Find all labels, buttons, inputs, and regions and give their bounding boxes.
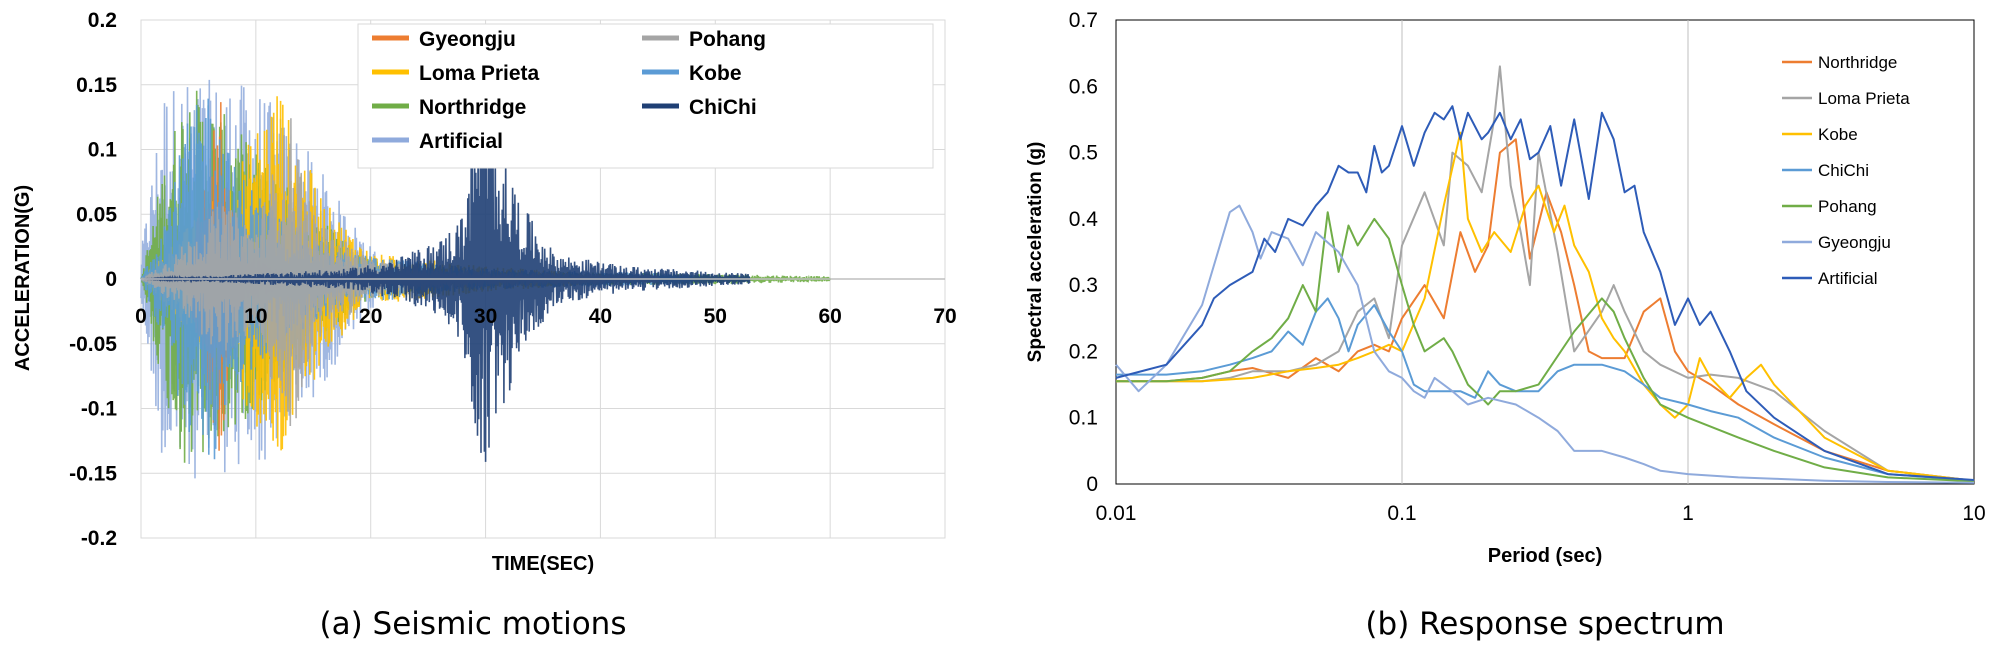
spectrum-line-loma-prieta — [1116, 65, 1975, 482]
legend-label-b-northridge: Northridge — [1818, 53, 1897, 72]
legend-label-pohang: Pohang — [689, 28, 766, 51]
legend-label-b-artificial: Artificial — [1818, 269, 1878, 288]
seismic-motions-chart: 0.2 0.15 0.1 0.05 0 -0.05 -0.1 -0.15 -0.2 0 10 20 3… — [12, 9, 957, 642]
y-tick-label-a: 0.15 — [76, 74, 117, 97]
x-tick-label-b: 10 — [1962, 502, 1985, 525]
y-tick-label-a: 0 — [105, 268, 117, 291]
y-tick-label-a: -0.1 — [81, 398, 118, 421]
y-axis-label-a: ACCELERATION(G) — [12, 185, 34, 371]
spectrum-line-pohang — [1116, 211, 1975, 483]
y-tick-label-b: 0.3 — [1069, 274, 1098, 297]
x-tick-label-b: 1 — [1682, 502, 1694, 525]
y-tick-label-b: 0.2 — [1069, 340, 1098, 363]
legend-label-chichi: ChiChi — [689, 96, 757, 119]
legend-label-b-gyeongju: Gyeongju — [1818, 233, 1891, 252]
y-tick-label-a: 0.05 — [76, 203, 117, 226]
spectrum-line-artificial — [1115, 105, 1975, 481]
legend-label-b-chichi: ChiChi — [1818, 161, 1869, 180]
y-tick-label-b: 0.1 — [1069, 407, 1098, 430]
x-tick-labels-b: 0.01 0.1 1 10 — [1096, 502, 1986, 525]
legend-label-b-loma-prieta: Loma Prieta — [1818, 89, 1910, 108]
legend-label-gyeongju: Gyeongju — [419, 28, 516, 51]
legend-label-artificial: Artificial — [419, 130, 503, 153]
y-tick-label-b: 0.6 — [1069, 75, 1098, 98]
y-tick-label-b: 0.4 — [1069, 208, 1099, 231]
legend-label-b-pohang: Pohang — [1818, 197, 1877, 216]
legend-a: Gyeongju Pohang Loma Prieta Kobe Northridge C… — [357, 23, 934, 169]
x-tick-label-a: 70 — [933, 305, 956, 328]
y-tick-label-b: 0 — [1086, 473, 1098, 496]
x-axis-label-b: Period (sec) — [1488, 545, 1602, 567]
x-tick-label-a: 60 — [818, 305, 841, 328]
x-tick-label-a: 0 — [135, 305, 147, 328]
x-tick-labels-a: 0 10 20 30 40 50 60 70 — [135, 305, 957, 328]
response-spectrum-chart: 0 0.1 0.2 0.3 0.4 0.5 0.6 0.7 0.01 0.1 1 10 Spectr… — [1025, 9, 1986, 642]
legend-label-b-kobe: Kobe — [1818, 125, 1858, 144]
legend-label-loma-prieta: Loma Prieta — [419, 62, 540, 85]
x-tick-label-a: 30 — [474, 305, 497, 328]
x-tick-label-b: 0.01 — [1096, 502, 1137, 525]
y-tick-label-a: -0.05 — [69, 333, 117, 356]
legend-b: Northridge Loma Prieta Kobe ChiChi Pohang Gye… — [1782, 53, 1910, 288]
caption-b: (b) Response spectrum — [1365, 606, 1724, 642]
y-tick-label-a: 0.1 — [88, 139, 118, 162]
x-tick-label-a: 20 — [359, 305, 382, 328]
legend-label-kobe: Kobe — [689, 62, 742, 85]
x-tick-label-a: 10 — [244, 305, 267, 328]
spectrum-line-gyeongju — [1115, 204, 1975, 484]
series-group-b — [1115, 65, 1975, 484]
y-axis-label-b: Spectral acceleration (g) — [1025, 142, 1046, 363]
y-tick-label-a: -0.15 — [69, 462, 117, 485]
caption-a: (a) Seismic motions — [320, 606, 627, 642]
y-tick-labels-b: 0 0.1 0.2 0.3 0.4 0.5 0.6 0.7 — [1069, 9, 1099, 496]
spectrum-line-kobe — [1116, 131, 1975, 482]
y-tick-labels-a: 0.2 0.15 0.1 0.05 0 -0.05 -0.1 -0.15 -0.2 — [69, 9, 117, 550]
y-tick-label-a: -0.2 — [81, 527, 117, 550]
x-tick-label-a: 40 — [589, 305, 612, 328]
y-tick-label-b: 0.5 — [1069, 142, 1098, 165]
x-axis-label-a: TIME(SEC) — [492, 553, 594, 575]
y-tick-label-a: 0.2 — [88, 9, 117, 32]
x-tick-label-a: 50 — [704, 305, 727, 328]
legend-box-a — [357, 23, 934, 169]
x-tick-label-b: 0.1 — [1387, 502, 1416, 525]
y-tick-label-b: 0.7 — [1069, 9, 1098, 32]
legend-label-northridge: Northridge — [419, 96, 526, 119]
